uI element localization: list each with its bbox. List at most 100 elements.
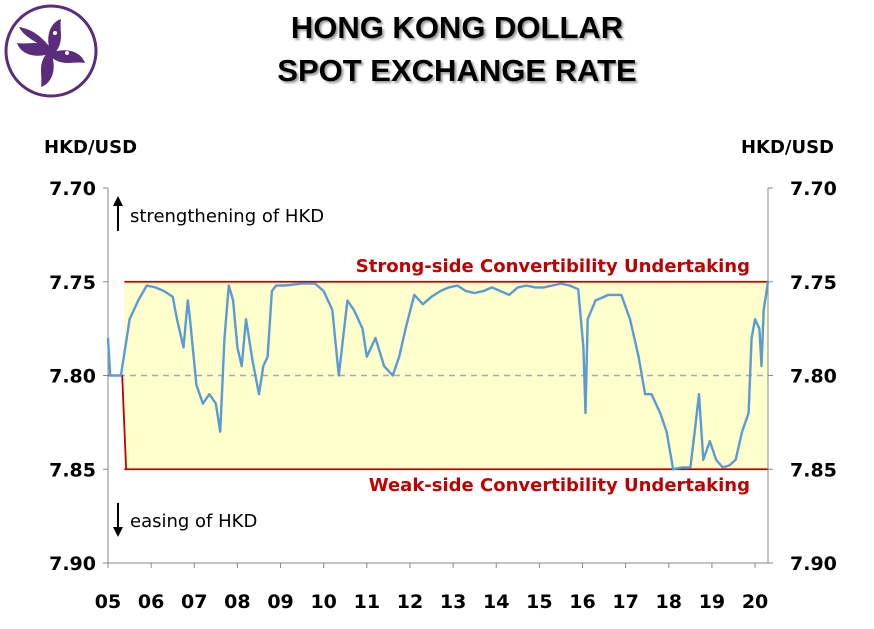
data-point — [637, 355, 640, 358]
data-point — [322, 290, 325, 292]
data-point — [551, 284, 554, 287]
data-point — [353, 309, 355, 311]
data-point — [767, 280, 769, 283]
data-point — [448, 286, 450, 289]
data-point — [154, 286, 157, 289]
y-tick-label-left: 7.75 — [49, 272, 96, 294]
data-point — [232, 299, 234, 302]
data-point — [482, 290, 485, 292]
data-point — [715, 459, 717, 461]
data-point — [366, 355, 368, 358]
data-point — [374, 337, 377, 339]
data-point — [709, 440, 711, 442]
data-point — [120, 374, 122, 377]
data-point — [228, 284, 230, 287]
data-point — [517, 286, 519, 289]
data-point — [314, 282, 316, 285]
data-point — [689, 466, 692, 469]
data-point — [128, 318, 131, 321]
data-point — [182, 346, 185, 349]
data-point — [413, 294, 416, 296]
data-point — [236, 346, 239, 349]
data-point — [202, 402, 204, 405]
data-point — [644, 393, 646, 396]
x-tick-label: 07 — [181, 591, 207, 613]
x-tick-label: 18 — [656, 591, 682, 613]
data-point — [542, 286, 545, 289]
y-tick-label-right: 7.75 — [790, 272, 837, 294]
title-line-2: SPOT EXCHANGE RATE — [277, 53, 637, 88]
data-point — [342, 337, 344, 339]
data-point — [747, 412, 750, 414]
data-point — [456, 284, 459, 287]
x-tick-label: 06 — [138, 591, 164, 613]
x-tick-label: 15 — [526, 591, 552, 613]
data-point — [594, 299, 597, 302]
y-tick-label-right: 7.80 — [790, 366, 837, 388]
data-point — [346, 299, 349, 302]
x-tick-label: 05 — [95, 591, 121, 613]
x-tick-label: 12 — [397, 591, 423, 613]
data-point — [107, 337, 109, 339]
data-point — [338, 374, 340, 377]
data-point — [650, 393, 653, 396]
data-point — [361, 327, 364, 330]
data-point — [439, 290, 442, 292]
data-point — [665, 430, 668, 433]
data-point — [271, 290, 273, 292]
data-point — [398, 355, 401, 358]
hkd-spot-rate-line — [106, 281, 770, 471]
data-point — [473, 292, 476, 294]
easing-note: easing of HKD — [130, 511, 257, 532]
data-point — [728, 464, 730, 467]
data-point — [245, 318, 247, 321]
data-point — [240, 365, 243, 367]
data-point — [582, 346, 585, 349]
x-tick-label: 13 — [440, 591, 466, 613]
strengthening-note: strengthening of HKD — [130, 206, 324, 227]
data-point — [629, 318, 631, 321]
data-point — [275, 284, 278, 287]
data-point — [195, 384, 198, 386]
data-point — [124, 346, 127, 349]
data-point — [734, 459, 737, 461]
strong-side-label: Strong-side Convertibility Undertaking — [356, 256, 750, 277]
data-point — [693, 430, 696, 433]
x-tick-label: 10 — [310, 591, 336, 613]
title-line-1: HONG KONG DOLLAR — [290, 10, 624, 45]
x-tick-label: 09 — [267, 591, 293, 613]
data-point — [754, 318, 756, 321]
data-point — [187, 299, 189, 302]
data-point — [391, 374, 394, 377]
data-point — [525, 284, 528, 287]
data-point — [702, 459, 705, 461]
x-tick-label: 16 — [569, 591, 595, 613]
data-point — [607, 294, 610, 296]
pre-band-bound-line — [108, 374, 127, 470]
y-tick-label-right: 7.90 — [790, 553, 837, 575]
data-point — [266, 355, 269, 358]
data-point — [659, 412, 661, 414]
data-point — [534, 286, 536, 289]
data-point — [383, 365, 385, 367]
data-point — [586, 318, 589, 321]
y-tick-label-left: 7.85 — [49, 459, 96, 481]
x-tick-label: 14 — [483, 591, 509, 613]
data-point — [215, 402, 217, 405]
y-tick-label-left: 7.70 — [49, 178, 96, 200]
x-tick-label: 20 — [742, 591, 768, 613]
data-point — [560, 282, 562, 285]
data-point — [223, 337, 226, 339]
data-point — [258, 393, 260, 396]
data-point — [301, 282, 303, 285]
data-point — [404, 327, 407, 330]
data-point — [750, 337, 753, 339]
chart-title: HONG KONG DOLLAR SPOT EXCHANGE RATE — [160, 6, 754, 92]
data-point — [331, 309, 334, 311]
data-point — [465, 290, 467, 292]
data-point — [109, 374, 111, 377]
data-point — [163, 290, 165, 292]
data-point — [620, 294, 623, 296]
y-axis-label-right: HKD/USD — [741, 137, 834, 158]
